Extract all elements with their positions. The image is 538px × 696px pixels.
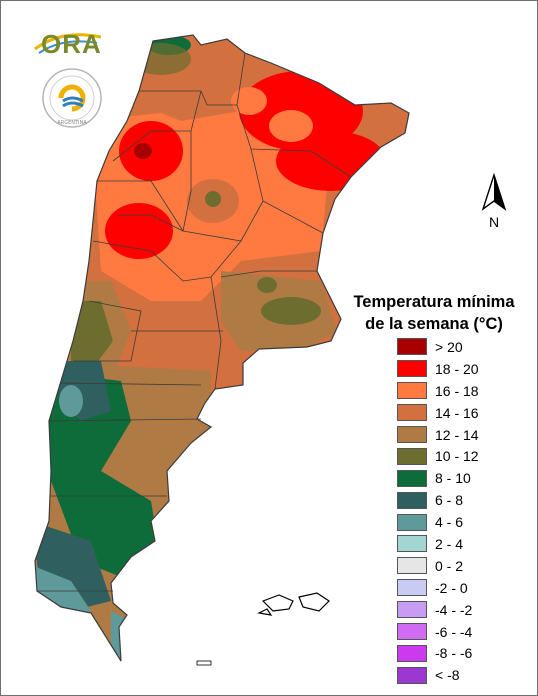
- legend-item: 6 - 8: [397, 489, 479, 511]
- smn-logo-text: ARGENTINA: [57, 120, 87, 126]
- legend-label: 16 - 18: [435, 382, 479, 399]
- legend-swatch: [397, 360, 427, 378]
- legend-label: 4 - 6: [435, 514, 464, 531]
- legend-swatch: [397, 579, 427, 597]
- legend-label: 2 - 4: [435, 535, 464, 552]
- legend-item: > 20: [397, 336, 479, 358]
- isla-estados: [196, 660, 212, 666]
- legend-item: 10 - 12: [397, 445, 479, 467]
- north-label: N: [489, 214, 499, 230]
- legend-swatch: [397, 404, 427, 422]
- malvinas-islands: [257, 592, 330, 616]
- north-arrow-icon: N: [481, 172, 507, 230]
- legend-label: 12 - 14: [435, 426, 479, 443]
- legend-item: 12 - 14: [397, 424, 479, 446]
- legend-swatch: [397, 623, 427, 641]
- legend-swatch: [397, 338, 427, 356]
- north-arrow: N: [479, 171, 509, 231]
- legend-label: 10 - 12: [435, 448, 479, 465]
- legend-swatch: [397, 535, 427, 553]
- legend-item: -8 - -6: [397, 642, 479, 664]
- ora-logo-text: ORA: [41, 29, 102, 59]
- legend-item: 14 - 16: [397, 402, 479, 424]
- legend-title: Temperatura mínima de la semana (°C): [339, 291, 529, 335]
- legend-label: 6 - 8: [435, 492, 464, 509]
- legend-item: 0 - 2: [397, 555, 479, 577]
- ora-logo: ORA: [31, 23, 111, 63]
- legend-label: < -8: [435, 667, 460, 684]
- legend-swatch: [397, 513, 427, 531]
- legend-item: -2 - 0: [397, 577, 479, 599]
- legend-item: -6 - -4: [397, 621, 479, 643]
- ora-swoosh-icon: [34, 33, 102, 54]
- legend-label: 8 - 10: [435, 470, 471, 487]
- legend-swatch: [397, 426, 427, 443]
- legend-swatch: [397, 644, 427, 662]
- legend-label: 18 - 20: [435, 360, 479, 377]
- legend-label: > 20: [435, 338, 463, 355]
- legend-item: 16 - 18: [397, 380, 479, 402]
- legend-label: -4 - -2: [435, 601, 473, 618]
- legend-swatch: [397, 666, 427, 684]
- legend-swatch: [397, 447, 427, 465]
- legend-item: 18 - 20: [397, 358, 479, 380]
- legend-title-line2: de la semana (°C): [365, 315, 503, 333]
- legend-item: 8 - 10: [397, 467, 479, 489]
- legend-swatch: [397, 382, 427, 400]
- legend-item: 4 - 6: [397, 511, 479, 533]
- legend-item: < -8: [397, 664, 479, 686]
- legend: > 20 18 - 20 16 - 18 14 - 16 12 - 14 10 - 12 8…: [397, 336, 479, 686]
- legend-label: -8 - -6: [435, 645, 473, 662]
- legend-swatch: [397, 601, 427, 619]
- legend-item: -4 - -2: [397, 599, 479, 621]
- smn-seal-icon: ARGENTINA: [42, 68, 102, 128]
- province-boundaries: [34, 34, 410, 662]
- legend-label: -2 - 0: [435, 579, 468, 596]
- legend-label: 14 - 16: [435, 404, 479, 421]
- legend-swatch: [397, 491, 427, 509]
- legend-label: -6 - -4: [435, 623, 473, 640]
- legend-swatch: [397, 557, 427, 575]
- legend-item: 2 - 4: [397, 533, 479, 555]
- legend-title-line1: Temperatura mínima: [353, 293, 515, 311]
- legend-label: 0 - 2: [435, 557, 464, 574]
- legend-swatch: [397, 469, 427, 487]
- smn-logo: ARGENTINA: [41, 67, 103, 129]
